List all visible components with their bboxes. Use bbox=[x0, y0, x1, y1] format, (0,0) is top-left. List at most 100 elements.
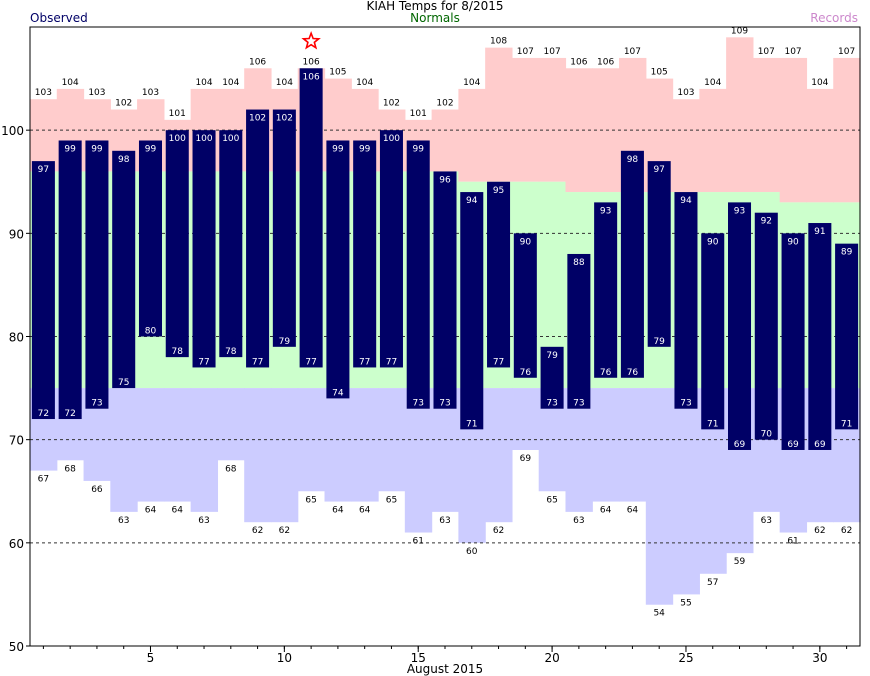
record-low-label: 54 bbox=[653, 609, 665, 619]
record-high-label: 103 bbox=[142, 88, 159, 98]
x-axis-label: August 2015 bbox=[407, 662, 483, 676]
observed-bar bbox=[754, 212, 778, 440]
record-low-label: 64 bbox=[332, 506, 344, 516]
observed-low-label: 77 bbox=[386, 357, 397, 367]
observed-bar bbox=[647, 161, 671, 347]
observed-low-label: 76 bbox=[600, 368, 612, 378]
record-low-band bbox=[619, 388, 647, 502]
record-low-label: 60 bbox=[466, 547, 478, 557]
record-high-label: 102 bbox=[436, 99, 453, 109]
record-low-label: 62 bbox=[493, 526, 504, 536]
observed-high-label: 96 bbox=[439, 175, 451, 185]
record-low-band bbox=[137, 388, 165, 502]
y-tick-label: 70 bbox=[9, 434, 24, 448]
observed-bar bbox=[192, 130, 216, 368]
record-high-label: 105 bbox=[651, 68, 668, 78]
record-high-band bbox=[806, 88, 834, 203]
record-high-label: 106 bbox=[249, 57, 266, 67]
observed-bar bbox=[246, 109, 270, 368]
record-star-icon bbox=[301, 31, 321, 50]
y-tick-label: 50 bbox=[9, 640, 24, 654]
record-high-label: 107 bbox=[758, 47, 775, 57]
record-low-label: 64 bbox=[627, 506, 639, 516]
y-tick-label: 80 bbox=[9, 331, 24, 345]
record-high-band bbox=[752, 57, 781, 193]
record-low-label: 64 bbox=[145, 506, 157, 516]
legend-normals: Normals bbox=[410, 11, 460, 25]
record-low-label: 68 bbox=[225, 464, 237, 474]
record-high-label: 107 bbox=[517, 47, 534, 57]
observed-high-label: 98 bbox=[627, 155, 639, 165]
observed-low-label: 72 bbox=[38, 409, 49, 419]
observed-bar bbox=[272, 109, 296, 347]
record-high-band bbox=[699, 88, 727, 193]
record-high-label: 107 bbox=[624, 47, 641, 57]
record-high-label: 107 bbox=[838, 47, 855, 57]
observed-bar bbox=[701, 233, 725, 430]
record-high-label: 104 bbox=[463, 78, 480, 88]
record-low-band bbox=[217, 388, 245, 461]
observed-low-label: 73 bbox=[573, 399, 584, 409]
observed-high-label: 100 bbox=[169, 134, 186, 144]
observed-high-label: 79 bbox=[546, 351, 558, 361]
record-high-label: 105 bbox=[329, 68, 346, 78]
observed-bar bbox=[85, 140, 109, 409]
record-low-label: 62 bbox=[814, 526, 825, 536]
record-low-band bbox=[324, 388, 352, 502]
record-low-band bbox=[270, 388, 299, 523]
observed-bar bbox=[540, 346, 564, 409]
record-high-label: 104 bbox=[276, 78, 293, 88]
record-low-band bbox=[190, 388, 219, 512]
record-high-band bbox=[538, 57, 567, 182]
observed-high-label: 98 bbox=[118, 155, 130, 165]
observed-low-label: 79 bbox=[279, 337, 291, 347]
record-low-band bbox=[404, 388, 433, 533]
observed-high-label: 93 bbox=[600, 206, 611, 216]
observed-low-label: 75 bbox=[118, 378, 129, 388]
observed-bar bbox=[138, 140, 162, 337]
observed-low-label: 73 bbox=[412, 399, 423, 409]
record-low-label: 64 bbox=[359, 506, 371, 516]
record-low-label: 59 bbox=[734, 557, 746, 567]
record-high-label: 107 bbox=[544, 47, 561, 57]
observed-low-label: 74 bbox=[332, 388, 344, 398]
observed-high-label: 94 bbox=[466, 196, 478, 206]
observed-high-label: 106 bbox=[303, 72, 320, 82]
y-tick-label: 100 bbox=[1, 124, 24, 138]
observed-high-label: 100 bbox=[222, 134, 239, 144]
observed-high-label: 100 bbox=[383, 134, 400, 144]
record-low-label: 63 bbox=[761, 516, 772, 526]
observed-low-label: 73 bbox=[546, 399, 557, 409]
observed-bar bbox=[379, 130, 403, 368]
x-tick-label: 20 bbox=[544, 651, 559, 665]
record-high-label: 106 bbox=[303, 57, 320, 67]
observed-bar bbox=[406, 140, 430, 409]
record-low-label: 62 bbox=[279, 526, 290, 536]
x-tick-label: 15 bbox=[411, 651, 426, 665]
observed-bar bbox=[808, 223, 832, 450]
record-low-band bbox=[485, 388, 513, 523]
observed-high-label: 95 bbox=[493, 186, 504, 196]
record-high-label: 106 bbox=[597, 57, 614, 67]
x-tick-label: 30 bbox=[812, 651, 827, 665]
record-high-label: 101 bbox=[410, 109, 427, 119]
observed-low-label: 72 bbox=[64, 409, 75, 419]
record-low-band bbox=[645, 388, 674, 605]
record-high-label: 102 bbox=[383, 99, 400, 109]
record-low-label: 63 bbox=[439, 516, 450, 526]
record-high-label: 104 bbox=[222, 78, 239, 88]
record-low-label: 61 bbox=[787, 537, 798, 547]
observed-high-label: 102 bbox=[276, 114, 293, 124]
record-low-label: 64 bbox=[600, 506, 612, 516]
record-low-band bbox=[511, 388, 540, 450]
record-low-label: 65 bbox=[305, 495, 316, 505]
observed-bar bbox=[353, 140, 377, 368]
observed-high-label: 97 bbox=[653, 165, 664, 175]
observed-bar bbox=[620, 150, 644, 378]
observed-low-label: 77 bbox=[305, 357, 316, 367]
record-high-label: 101 bbox=[169, 109, 186, 119]
observed-low-label: 71 bbox=[707, 419, 718, 429]
observed-low-label: 77 bbox=[359, 357, 370, 367]
observed-high-label: 99 bbox=[91, 144, 103, 154]
observed-high-label: 102 bbox=[249, 114, 266, 124]
